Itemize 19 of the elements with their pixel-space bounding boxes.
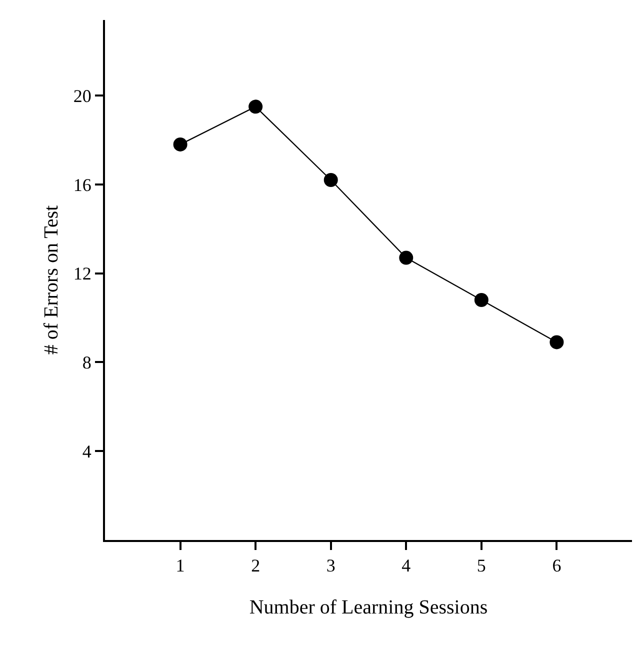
x-tick-label: 6 (552, 556, 562, 576)
x-tick-label: 5 (476, 556, 486, 576)
y-tick-label: 16 (73, 174, 92, 195)
x-tick-label: 3 (326, 556, 336, 576)
x-axis-title: Number of Learning Sessions (249, 596, 488, 619)
y-tick-label: 12 (73, 264, 92, 284)
point (248, 100, 263, 114)
x-tick-label: 2 (251, 556, 260, 576)
y-tick-label: 4 (82, 441, 92, 462)
y-tick-label: 8 (82, 352, 92, 373)
point (173, 137, 188, 152)
point (550, 335, 564, 350)
y-axis-title: # of Errors on Test (40, 204, 62, 355)
point (324, 173, 338, 187)
point (474, 293, 488, 307)
x-tick-label: 1 (176, 556, 185, 576)
point (399, 250, 414, 265)
x-tick-label: 4 (402, 556, 411, 576)
y-tick-label: 20 (73, 86, 92, 106)
